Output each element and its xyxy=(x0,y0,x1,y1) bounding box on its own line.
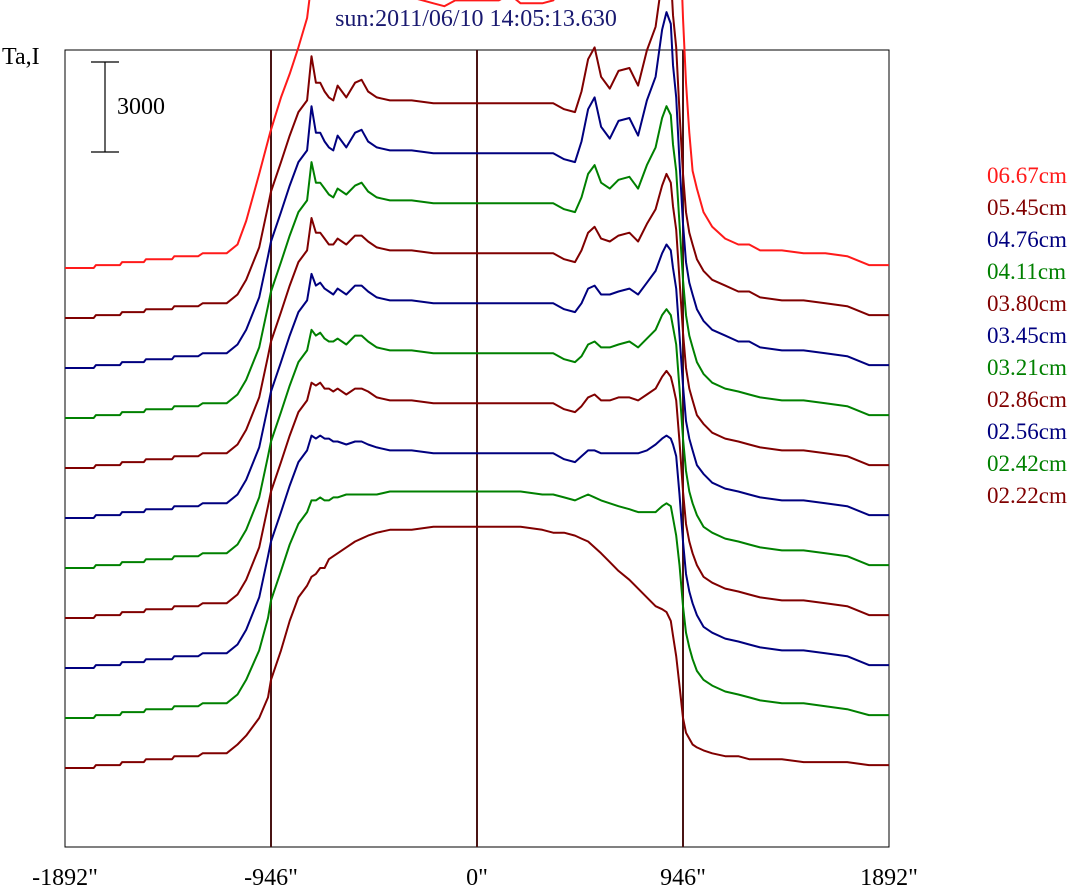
series-line-04.76cm xyxy=(65,11,889,369)
y-axis-label: Ta,I xyxy=(2,44,40,70)
x-tick-label: 0" xyxy=(466,865,488,891)
x-tick-labels: -1892" -946" 0" 946" 1892" xyxy=(32,865,918,891)
legend-entry: 02.56cm xyxy=(987,419,1067,444)
series-line-03.80cm xyxy=(65,172,889,469)
series-group xyxy=(65,0,889,769)
series-line-02.86cm xyxy=(65,369,889,619)
series-line-06.67cm xyxy=(65,0,889,269)
x-tick-label: -1892" xyxy=(32,865,98,891)
legend-entry: 05.45cm xyxy=(987,195,1067,220)
scale-bar-label: 3000 xyxy=(117,94,165,120)
series-line-02.56cm xyxy=(65,434,889,669)
series-line-02.42cm xyxy=(65,490,889,719)
series-line-02.22cm xyxy=(65,525,889,769)
legend-entry: 04.11cm xyxy=(987,259,1066,284)
legend-entry: 02.42cm xyxy=(987,451,1067,476)
legend-entry: 02.86cm xyxy=(987,387,1067,412)
scale-bar: 3000 xyxy=(91,61,165,153)
series-line-04.11cm xyxy=(65,105,889,419)
legend-entry: 02.22cm xyxy=(987,483,1067,508)
chart-title: sun:2011/06/10 14:05:13.630 xyxy=(335,6,617,32)
series-line-05.45cm xyxy=(65,0,889,319)
x-tick-label: 1892" xyxy=(860,865,918,891)
legend-entry: 04.76cm xyxy=(987,227,1067,252)
vertical-reference-lines xyxy=(270,50,684,847)
x-tick-label: -946" xyxy=(244,865,298,891)
legend-entry: 03.80cm xyxy=(987,291,1067,316)
legend-entry: 03.45cm xyxy=(987,323,1067,348)
legend-entry: 03.21cm xyxy=(987,355,1067,380)
series-line-03.21cm xyxy=(65,308,889,569)
series-line-03.45cm xyxy=(65,243,889,519)
legend-entry: 06.67cm xyxy=(987,163,1067,188)
x-tick-label: 946" xyxy=(660,865,706,891)
legend: 06.67cm 05.45cm 04.76cm 04.11cm 03.80cm 03.45… xyxy=(987,163,1067,508)
